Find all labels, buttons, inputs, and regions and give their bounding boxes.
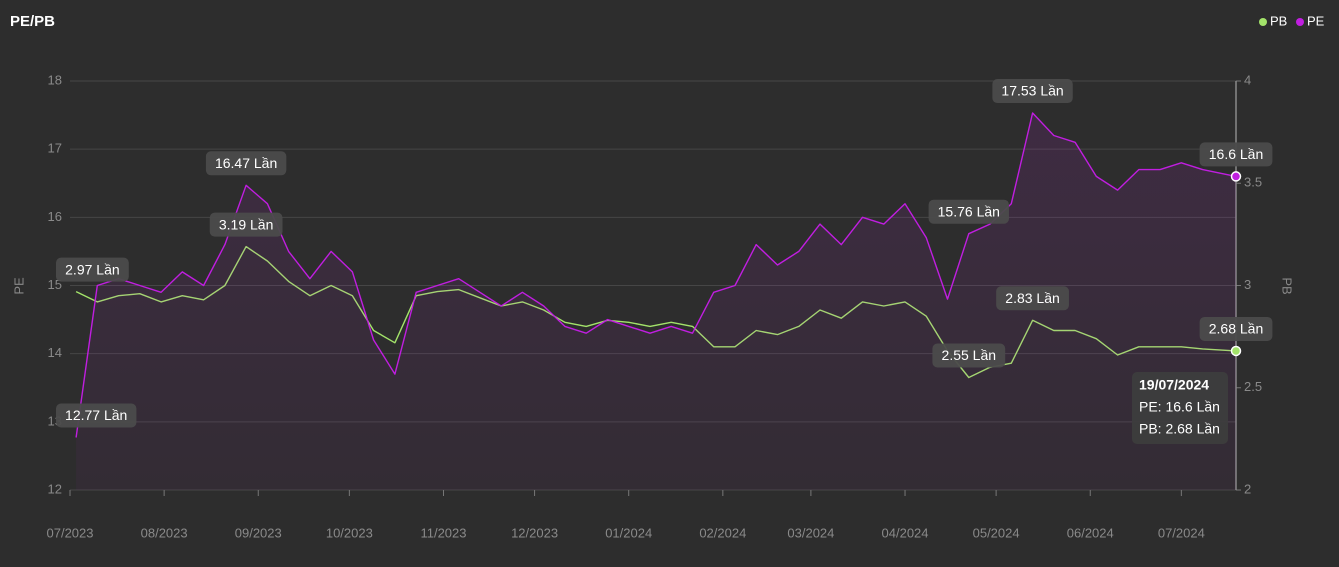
- data-label-box: [1199, 142, 1273, 167]
- x-tick-label: 07/2024: [1158, 525, 1205, 540]
- y2-tick-label: 3: [1244, 277, 1251, 292]
- x-tick-label: 06/2024: [1067, 525, 1114, 540]
- tooltip-box: [1132, 372, 1228, 444]
- x-tick-label: 08/2023: [141, 525, 188, 540]
- area: [76, 113, 1237, 490]
- data-label: 2.83 Lần: [1005, 290, 1060, 306]
- data-label-box: [1199, 316, 1273, 341]
- x-tick-label: 10/2023: [326, 525, 373, 540]
- x-tick-label: 05/2024: [973, 525, 1020, 540]
- data-label: 3.19 Lần: [219, 216, 274, 232]
- data-label: 17.53 Lần: [1001, 83, 1063, 99]
- data-label-box: [992, 79, 1073, 104]
- end-point: [1230, 171, 1242, 182]
- data-label-box: [56, 257, 129, 282]
- x-tick-label: 07/2023: [47, 525, 94, 540]
- data-label-box: [932, 343, 1006, 368]
- tooltip-line: PE: 16.6 Lần: [1139, 399, 1220, 415]
- data-label: 16.6 Lần: [1209, 146, 1264, 162]
- y-tick-label: 16: [48, 209, 62, 224]
- legend-label: PB: [1270, 13, 1287, 28]
- series-line: [75, 112, 1237, 438]
- y2-tick-label: 4: [1244, 72, 1251, 87]
- data-label-box: [205, 151, 287, 176]
- legend-marker: [1259, 18, 1267, 26]
- y2-tick-label: 2: [1244, 481, 1251, 496]
- data-label-box: [996, 286, 1069, 311]
- x-tick-label: 03/2024: [787, 525, 834, 540]
- end-point: [1230, 345, 1242, 357]
- data-label: 12.77 Lần: [65, 407, 127, 423]
- x-tick-label: 12/2023: [511, 525, 558, 540]
- data-label: 2.68 Lần: [1209, 321, 1264, 337]
- y-tick-label: 18: [48, 72, 62, 87]
- y2-axis-title: PB: [1280, 277, 1295, 294]
- y2-tick-label: 3.5: [1244, 175, 1262, 190]
- x-tick-label: 11/2023: [420, 525, 466, 540]
- data-label-box: [56, 403, 137, 428]
- x-tick-label: 04/2024: [882, 525, 929, 540]
- chart-title: PE/PB: [10, 13, 55, 30]
- tooltip-line: PB: 2.68 Lần: [1139, 421, 1220, 437]
- data-label-box: [928, 199, 1009, 224]
- y-tick-label: 17: [48, 141, 62, 156]
- data-label-box: [209, 212, 283, 237]
- data-label: 16.47 Lần: [215, 155, 277, 171]
- data-label: 15.76 Lần: [938, 203, 1000, 219]
- x-tick-label: 01/2024: [605, 525, 652, 540]
- y-tick-label: 12: [48, 481, 62, 496]
- data-label: 2.97 Lần: [65, 261, 120, 277]
- y2-tick-label: 2.5: [1244, 379, 1262, 394]
- y-tick-label: 14: [48, 345, 62, 360]
- tooltip-date: 19/07/2024: [1139, 377, 1209, 393]
- x-tick-label: 09/2023: [235, 525, 282, 540]
- y-axis-title: PE: [11, 277, 26, 295]
- legend-label: PE: [1307, 13, 1325, 28]
- x-tick-label: 02/2024: [699, 525, 746, 540]
- legend-marker: [1296, 18, 1304, 26]
- data-label: 2.55 Lần: [942, 347, 997, 363]
